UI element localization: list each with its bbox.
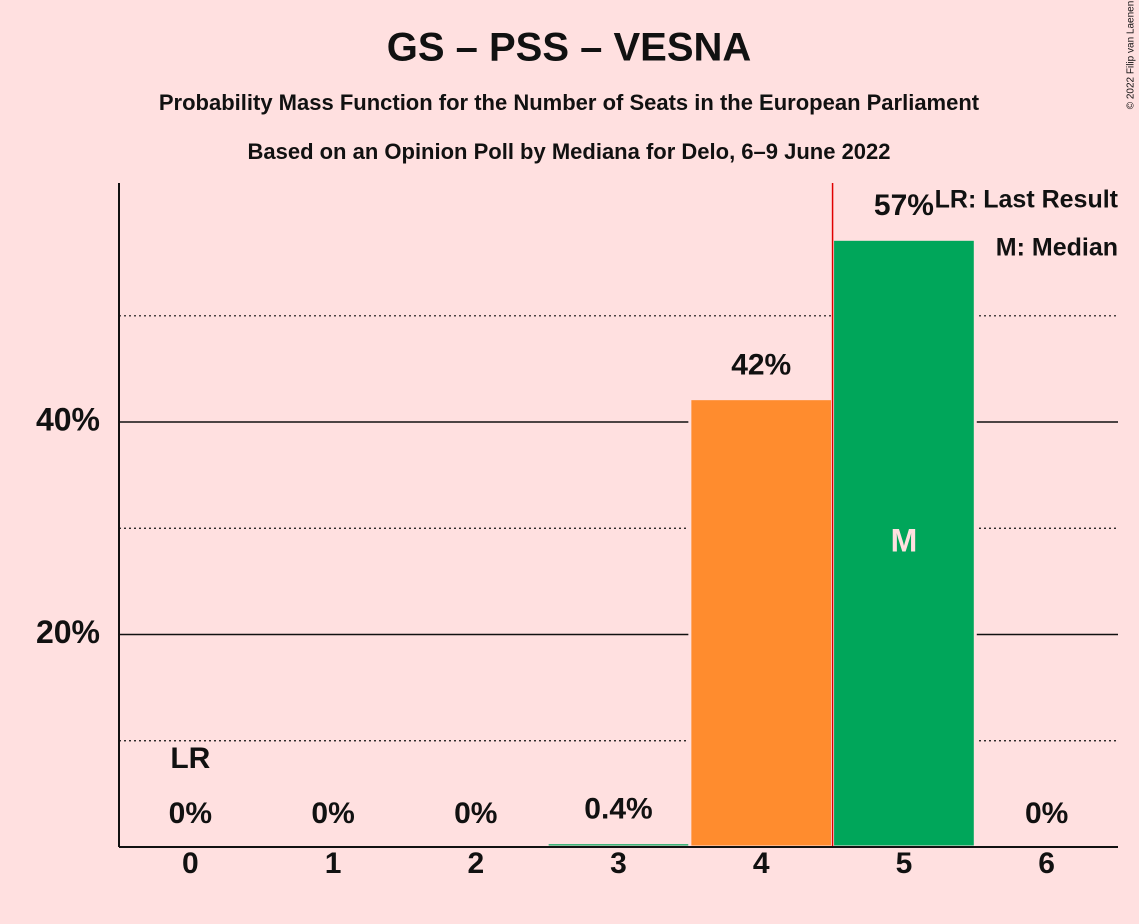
value-label: 0%	[169, 797, 212, 830]
value-label: 0.4%	[584, 793, 652, 826]
y-tick-label: 20%	[36, 614, 100, 650]
chart-subtitle: Probability Mass Function for the Number…	[159, 90, 980, 115]
median-label: M	[891, 523, 918, 559]
y-tick-label: 40%	[36, 401, 100, 437]
bar	[688, 397, 835, 849]
value-label: 0%	[311, 797, 354, 830]
x-tick-label: 2	[467, 847, 484, 880]
x-tick-label: 5	[896, 847, 913, 880]
x-tick-label: 1	[325, 847, 342, 880]
x-tick-label: 4	[753, 847, 770, 880]
x-tick-label: 6	[1038, 847, 1055, 880]
value-label: 42%	[731, 349, 791, 382]
x-tick-label: 3	[610, 847, 627, 880]
last-result-label: LR	[170, 742, 210, 775]
bar	[831, 237, 977, 849]
legend-entry: LR: Last Result	[935, 186, 1119, 214]
value-label: 57%	[874, 189, 934, 222]
copyright: © 2022 Filip van Laenen	[1126, 1, 1137, 110]
chart-subtitle: Based on an Opinion Poll by Mediana for …	[247, 139, 890, 164]
legend-entry: M: Median	[996, 234, 1118, 262]
chart-title: GS – PSS – VESNA	[387, 26, 752, 70]
value-label: 0%	[454, 797, 497, 830]
x-tick-label: 0	[182, 847, 199, 880]
value-label: 0%	[1025, 797, 1068, 830]
